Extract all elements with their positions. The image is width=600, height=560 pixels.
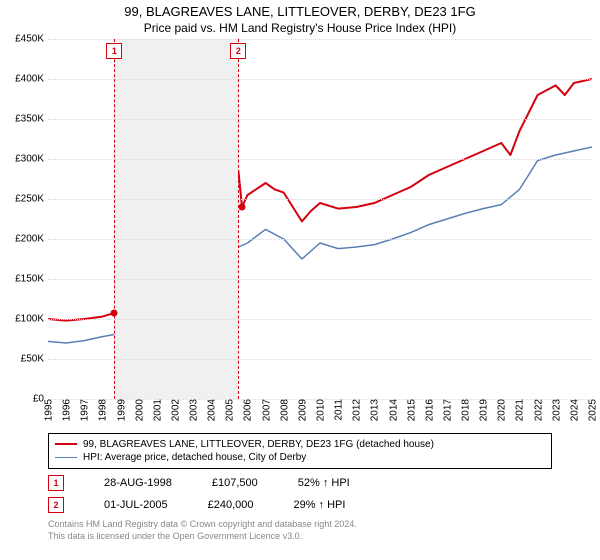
xtick-label: 2016 [422,399,435,421]
ytick-label: £400K [15,73,48,84]
xtick-label: 2013 [368,399,381,421]
gridline-y [48,39,592,40]
sale-dot [239,203,246,210]
ytick-label: £450K [15,33,48,44]
xtick-label: 2025 [586,399,599,421]
attribution-text: Contains HM Land Registry data © Crown c… [48,519,552,542]
sale-delta: 52% ↑ HPI [298,477,350,489]
chart-title: 99, BLAGREAVES LANE, LITTLEOVER, DERBY, … [0,0,600,21]
chart-legend: 99, BLAGREAVES LANE, LITTLEOVER, DERBY, … [48,433,552,469]
ytick-label: £200K [15,233,48,244]
xtick-label: 2004 [205,399,218,421]
xtick-label: 2002 [168,399,181,421]
gridline-y [48,119,592,120]
sale-date: 28-AUG-1998 [104,477,172,489]
sale-price: £107,500 [212,477,258,489]
selection-band [114,39,238,399]
xtick-label: 2015 [404,399,417,421]
ytick-label: £250K [15,193,48,204]
ytick-label: £150K [15,273,48,284]
gridline-y [48,319,592,320]
sale-marker-line [114,39,115,399]
xtick-label: 2022 [531,399,544,421]
xtick-label: 2011 [332,399,345,421]
attribution-line1: Contains HM Land Registry data © Crown c… [48,519,357,529]
legend-item: HPI: Average price, detached house, City… [55,451,545,464]
legend-swatch [55,457,77,458]
ytick-label: £50K [21,353,48,364]
gridline-y [48,159,592,160]
ytick-label: £300K [15,153,48,164]
gridline-y [48,199,592,200]
xtick-label: 2021 [513,399,526,421]
chart-lines-svg [48,39,592,399]
xtick-label: 2008 [277,399,290,421]
xtick-label: 2010 [314,399,327,421]
xtick-label: 2006 [241,399,254,421]
legend-item: 99, BLAGREAVES LANE, LITTLEOVER, DERBY, … [55,438,545,451]
series-line [48,79,592,321]
sale-row: 1 28-AUG-1998 £107,500 52% ↑ HPI [48,475,552,491]
ytick-label: £100K [15,313,48,324]
sale-date: 01-JUL-2005 [104,499,168,511]
sales-table: 1 28-AUG-1998 £107,500 52% ↑ HPI 2 01-JUL-200… [0,475,600,513]
xtick-label: 2019 [477,399,490,421]
sale-row-marker: 1 [48,475,64,491]
sale-marker-box: 1 [106,43,122,59]
xtick-label: 1998 [96,399,109,421]
xtick-label: 1997 [78,399,91,421]
chart-subtitle: Price paid vs. HM Land Registry's House … [0,21,600,39]
ytick-label: £350K [15,113,48,124]
xtick-label: 2020 [495,399,508,421]
xtick-label: 2001 [150,399,163,421]
xtick-label: 2007 [259,399,272,421]
sale-marker-box: 2 [230,43,246,59]
xtick-label: 2009 [295,399,308,421]
xtick-label: 2000 [132,399,145,421]
legend-label: 99, BLAGREAVES LANE, LITTLEOVER, DERBY, … [83,439,434,450]
xtick-label: 2014 [386,399,399,421]
legend-label: HPI: Average price, detached house, City… [83,452,306,463]
attribution-line2: This data is licensed under the Open Gov… [48,531,302,541]
sale-row-marker: 2 [48,497,64,513]
xtick-label: 2012 [350,399,363,421]
xtick-label: 2017 [440,399,453,421]
xtick-label: 1999 [114,399,127,421]
gridline-y [48,79,592,80]
gridline-y [48,359,592,360]
xtick-label: 2023 [549,399,562,421]
legend-swatch [55,443,77,445]
xtick-label: 2024 [567,399,580,421]
series-line [48,147,592,343]
xtick-label: 1995 [42,399,55,421]
xtick-label: 2003 [187,399,200,421]
sale-marker-line [238,39,239,399]
xtick-label: 2005 [223,399,236,421]
gridline-y [48,239,592,240]
chart-plot-area: £0£50K£100K£150K£200K£250K£300K£350K£400… [48,39,592,399]
sale-row: 2 01-JUL-2005 £240,000 29% ↑ HPI [48,497,552,513]
sale-price: £240,000 [208,499,254,511]
sale-delta: 29% ↑ HPI [293,499,345,511]
xtick-label: 2018 [459,399,472,421]
sale-dot [111,309,118,316]
gridline-y [48,279,592,280]
xtick-label: 1996 [60,399,73,421]
